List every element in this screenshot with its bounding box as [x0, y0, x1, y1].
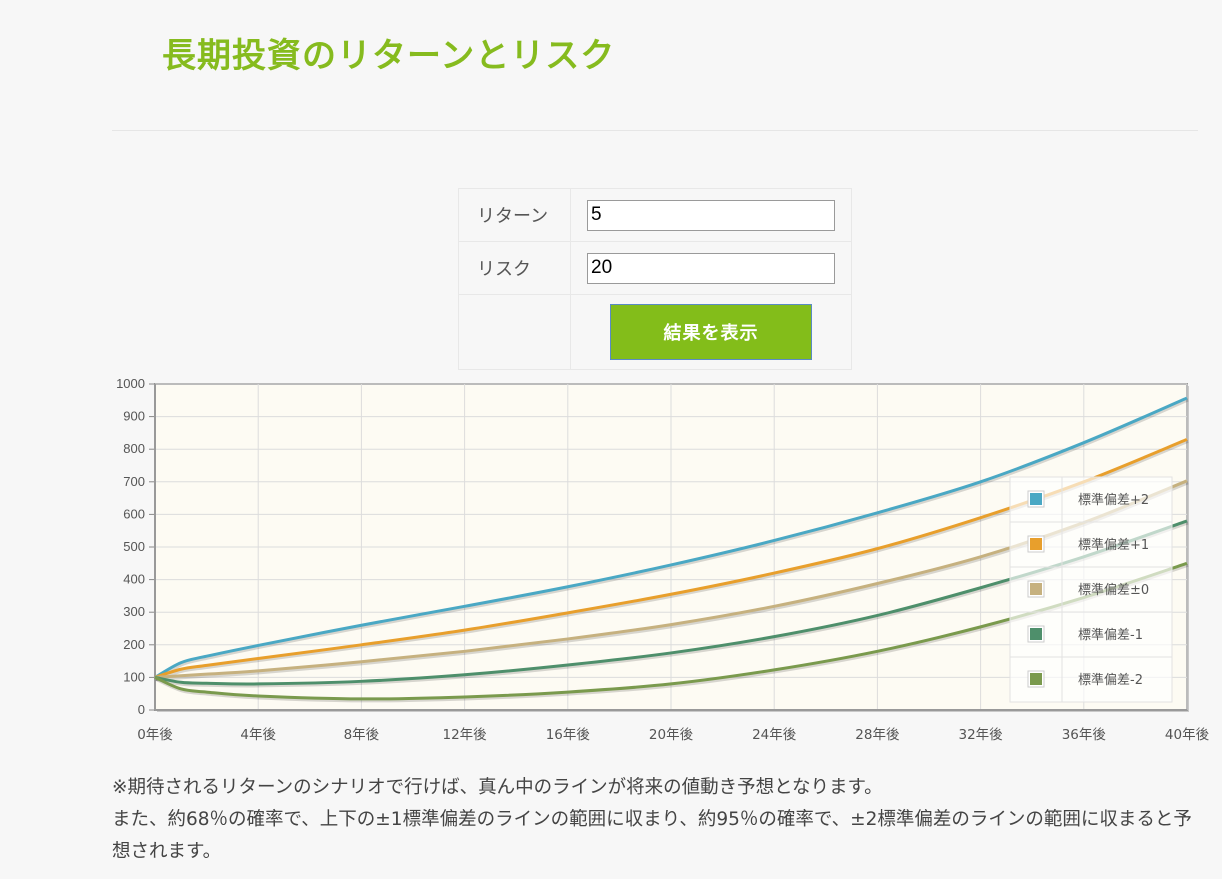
series-line-shadow: [155, 398, 1189, 681]
y-tick-label: 300: [123, 604, 145, 619]
series-line-4: [154, 519, 1188, 686]
x-tick-label: 36年後: [1062, 727, 1107, 743]
legend-swatch-1: [1030, 493, 1042, 505]
y-tick-label: 500: [123, 539, 145, 554]
y-tick-label: 900: [123, 409, 145, 424]
x-tick-label: 0年後: [137, 727, 173, 743]
x-tick-label: 20年後: [649, 727, 694, 743]
series-line-3: [154, 479, 1188, 679]
x-tick-label: 28年後: [855, 727, 900, 743]
legend-swatch-3: [1030, 583, 1042, 595]
note-line-1: ※期待されるリターンのシナリオで行けば、真ん中のラインが将来の値動き予想となりま…: [112, 777, 883, 798]
series-line-shadow: [155, 440, 1189, 681]
x-tick-label: 8年後: [344, 727, 380, 743]
y-tick-label: 600: [123, 506, 145, 521]
chart-note: ※期待されるリターンのシナリオで行けば、真ん中のラインが将来の値動き予想となりま…: [112, 772, 1204, 868]
series-line-shadow: [155, 563, 1189, 703]
return-label: リターン: [458, 188, 571, 242]
y-tick-label: 200: [123, 637, 145, 652]
x-tick-label: 12年後: [443, 727, 488, 743]
y-tick-label: 700: [123, 474, 145, 489]
series-line-2: [154, 438, 1188, 679]
y-tick-label: 100: [123, 669, 145, 684]
legend-swatch-5: [1030, 673, 1042, 685]
legend-label-2: 標準偏差+1: [1078, 537, 1149, 553]
series-line-5: [154, 561, 1188, 701]
show-result-button[interactable]: 結果を表示: [610, 304, 812, 360]
series-line-shadow: [155, 521, 1189, 688]
y-tick-label: 400: [123, 572, 145, 587]
x-tick-label: 40年後: [1165, 727, 1210, 743]
x-tick-label: 4年後: [240, 727, 276, 743]
page-title: 長期投資のリターンとリスク: [162, 36, 616, 76]
risk-label: リスク: [458, 241, 571, 295]
legend-label-3: 標準偏差±0: [1078, 582, 1149, 598]
legend-label-1: 標準偏差+2: [1078, 492, 1149, 508]
legend-label-5: 標準偏差-2: [1078, 672, 1143, 688]
legend-swatch-4: [1030, 628, 1042, 640]
y-tick-label: 0: [138, 702, 145, 717]
y-tick-label: 800: [123, 441, 145, 456]
y-tick-label: 1000: [116, 376, 145, 391]
legend-label-4: 標準偏差-1: [1078, 627, 1143, 643]
note-line-2: また、約68％の確率で、上下の±1標準偏差のラインの範囲に収まり、約95％の確率…: [112, 809, 1192, 862]
series-line-1: [154, 396, 1188, 679]
return-input[interactable]: [587, 199, 835, 231]
x-tick-label: 16年後: [546, 727, 591, 743]
x-tick-label: 24年後: [752, 727, 797, 743]
return-risk-chart: 0 100 200 300 400 500 600 700 800 900 1000 0年後 4年後 8年…: [116, 376, 1210, 743]
x-tick-label: 32年後: [959, 727, 1004, 743]
title-divider: [112, 130, 1198, 131]
legend-swatch-2: [1030, 538, 1042, 550]
risk-input[interactable]: [587, 252, 835, 284]
input-form: リターン リスク 結果を表示: [458, 188, 852, 370]
series-line-shadow: [155, 481, 1189, 681]
